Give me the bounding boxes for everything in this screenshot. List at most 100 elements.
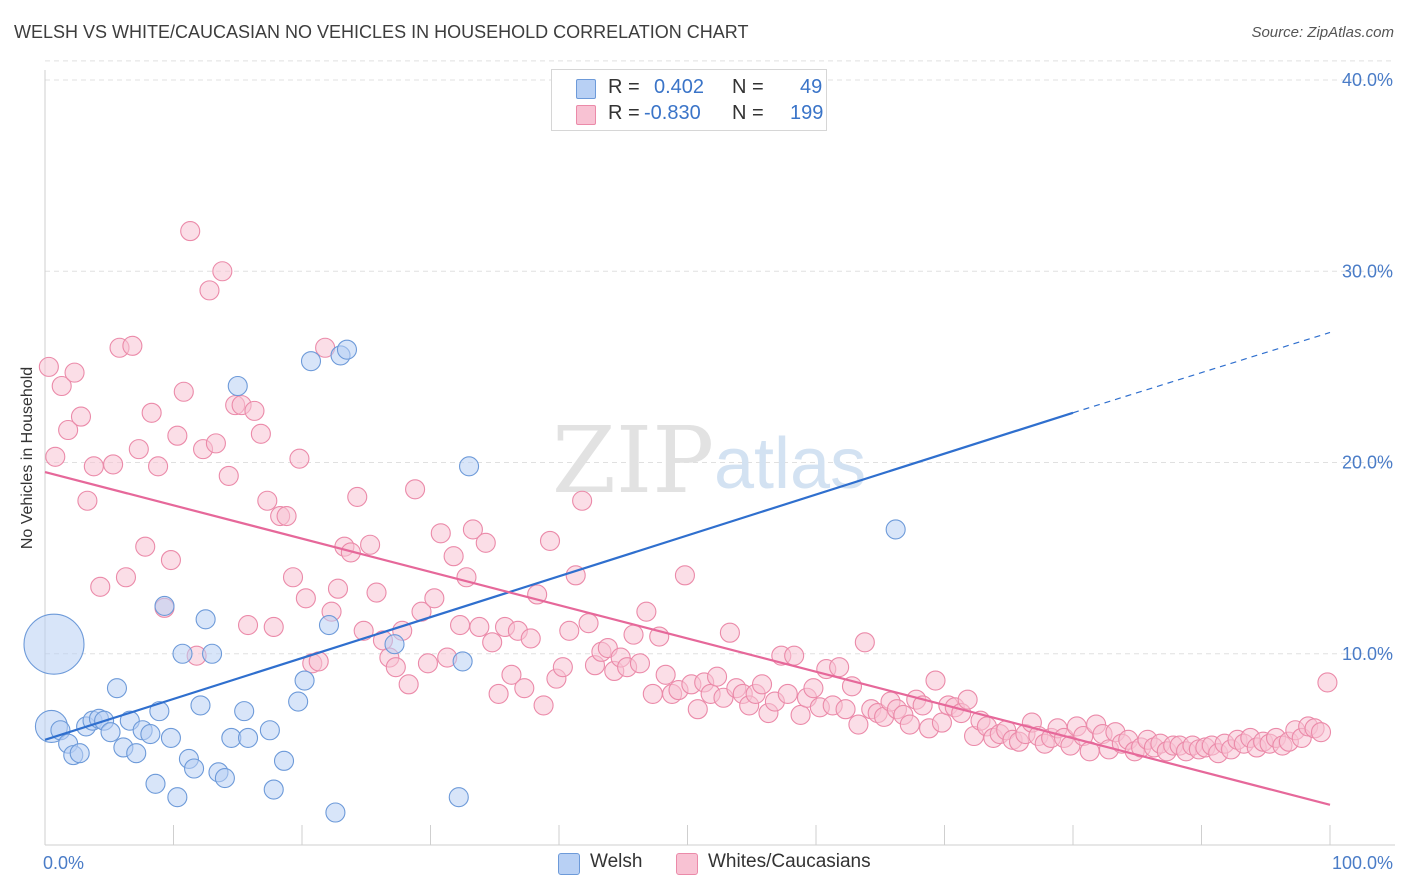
y-tick-label: 20.0% bbox=[1342, 453, 1393, 473]
y-tick-label: 40.0% bbox=[1342, 70, 1393, 90]
white-point bbox=[777, 683, 798, 704]
white-trend-line bbox=[44, 470, 1331, 806]
r-value: 0.402 bbox=[654, 76, 705, 98]
watermark-atlas: atlas bbox=[714, 424, 866, 504]
white-point bbox=[623, 624, 644, 645]
white-point bbox=[925, 670, 946, 691]
white-point bbox=[533, 695, 554, 716]
welsh-point bbox=[325, 802, 346, 823]
white-point bbox=[103, 454, 124, 475]
white-point bbox=[244, 400, 265, 421]
watermark: ZIP atlas bbox=[552, 407, 866, 514]
trend-lines bbox=[44, 331, 1331, 806]
n-label: N = bbox=[732, 102, 764, 124]
white-point bbox=[655, 664, 676, 685]
white-point bbox=[854, 632, 875, 653]
white-point bbox=[488, 683, 509, 704]
welsh-point bbox=[384, 634, 405, 655]
white-point bbox=[559, 620, 580, 641]
white-point bbox=[1310, 722, 1332, 743]
white-point bbox=[514, 678, 535, 699]
white-point bbox=[122, 335, 143, 356]
welsh-swatch bbox=[576, 79, 596, 99]
welsh-point bbox=[195, 609, 216, 630]
white-point bbox=[398, 674, 419, 695]
welsh-point bbox=[126, 743, 147, 764]
white-point bbox=[289, 448, 310, 469]
white-point bbox=[835, 699, 856, 720]
white-point bbox=[90, 576, 111, 597]
n-value: 199 bbox=[790, 102, 824, 124]
white-point bbox=[64, 362, 85, 383]
white-point bbox=[1317, 672, 1338, 693]
white-point bbox=[212, 261, 233, 282]
y-tick-label: 30.0% bbox=[1342, 261, 1393, 281]
white-point bbox=[173, 381, 194, 402]
white-point bbox=[51, 375, 72, 397]
white-point bbox=[257, 490, 278, 511]
welsh-point bbox=[149, 701, 170, 722]
welsh-point bbox=[458, 456, 480, 477]
welsh-point bbox=[145, 773, 166, 794]
welsh-point bbox=[140, 724, 161, 745]
white-point bbox=[58, 419, 79, 441]
welsh-point bbox=[448, 787, 469, 808]
white-point bbox=[282, 567, 304, 588]
white-point bbox=[443, 546, 464, 567]
r-label: R = bbox=[608, 102, 640, 124]
white-point bbox=[167, 425, 188, 446]
n-value: 49 bbox=[800, 76, 823, 98]
white-point bbox=[276, 505, 297, 527]
white-point bbox=[687, 699, 708, 720]
chart-title: WELSH VS WHITE/CAUCASIAN NO VEHICLES IN … bbox=[14, 22, 749, 42]
welsh-point bbox=[190, 695, 211, 716]
white-point bbox=[784, 645, 805, 666]
welsh-point bbox=[23, 613, 85, 675]
white-point bbox=[707, 666, 728, 687]
welsh-point bbox=[154, 595, 175, 616]
white-point bbox=[347, 486, 368, 507]
welsh-point bbox=[237, 727, 259, 748]
white-point bbox=[629, 653, 651, 674]
welsh-point bbox=[259, 720, 280, 741]
white-point bbox=[829, 657, 850, 678]
white-swatch bbox=[676, 853, 698, 875]
welsh-legend-label: Welsh bbox=[590, 851, 643, 872]
welsh-point bbox=[100, 722, 121, 743]
y-tick-label: 10.0% bbox=[1342, 644, 1393, 664]
grid-lines bbox=[45, 60, 1395, 655]
white-point bbox=[83, 456, 104, 477]
welsh-point bbox=[172, 643, 193, 664]
white-point bbox=[790, 704, 811, 726]
x-tick-label: 100.0% bbox=[1332, 853, 1393, 873]
white-point bbox=[719, 622, 740, 643]
white-point bbox=[45, 446, 66, 467]
white-point bbox=[38, 356, 59, 377]
white-point bbox=[360, 534, 381, 555]
welsh-point bbox=[885, 519, 906, 540]
welsh-point bbox=[184, 758, 205, 779]
white-point bbox=[160, 549, 181, 571]
white-point bbox=[128, 439, 149, 460]
welsh-point bbox=[263, 779, 284, 800]
white-point bbox=[180, 221, 201, 242]
white-point bbox=[237, 615, 259, 636]
data-points bbox=[23, 221, 1338, 823]
white-point bbox=[803, 678, 824, 699]
white-point bbox=[450, 615, 471, 636]
white-point bbox=[848, 714, 869, 735]
welsh-point bbox=[167, 787, 188, 808]
r-label: R = bbox=[608, 76, 640, 98]
white-point bbox=[572, 490, 593, 511]
white-swatch bbox=[576, 105, 596, 125]
white-point bbox=[501, 664, 522, 685]
white-point bbox=[520, 628, 541, 649]
white-point bbox=[77, 490, 98, 511]
white-point bbox=[578, 613, 599, 634]
welsh-point bbox=[300, 351, 322, 372]
white-point bbox=[899, 714, 920, 735]
white-point bbox=[70, 406, 92, 427]
white-point bbox=[263, 616, 284, 638]
white-point bbox=[353, 620, 374, 641]
